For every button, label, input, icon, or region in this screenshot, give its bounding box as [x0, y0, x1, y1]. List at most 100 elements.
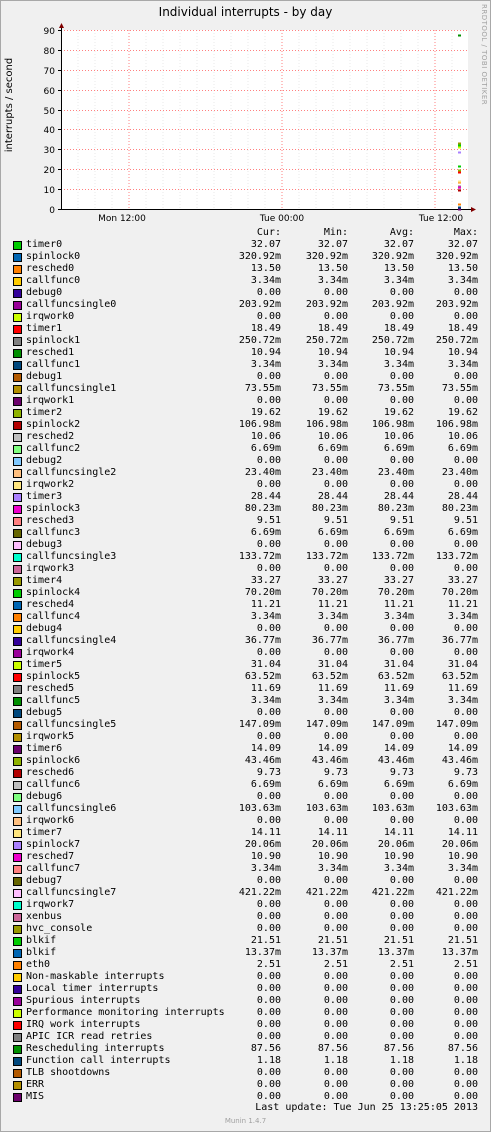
legend-max-value: 147.09m [435, 719, 478, 730]
legend-avg-value: 3.34m [383, 359, 414, 370]
legend-max-value: 0.00 [453, 539, 478, 550]
legend-swatch [13, 805, 22, 814]
legend-header-min: Min: [323, 227, 348, 238]
legend-cur-value: 14.09 [250, 743, 281, 754]
legend-min-value: 203.92m [305, 299, 348, 310]
legend-row: debug7 0.00 0.00 0.00 0.00 [0, 875, 491, 887]
legend-series-name: callfuncsingle5 [26, 719, 117, 730]
legend-min-value: 147.09m [305, 719, 348, 730]
legend-series-name: callfunc1 [26, 359, 81, 370]
legend-series-name: IRQ work interrupts [26, 1019, 141, 1030]
legend-cur-value: 203.92m [238, 299, 281, 310]
legend-swatch [13, 709, 22, 718]
legend-series-name: debug1 [26, 371, 63, 382]
legend-row: irqwork7 0.00 0.00 0.00 0.00 [0, 899, 491, 911]
legend-cur-value: 0.00 [256, 1067, 281, 1078]
legend-avg-value: 11.21 [383, 599, 414, 610]
legend-avg-value: 9.51 [389, 515, 414, 526]
legend-max-value: 6.69m [447, 443, 478, 454]
legend-series-name: APIC ICR read retries [26, 1031, 153, 1042]
legend-header-avg: Avg: [389, 227, 414, 238]
legend-max-value: 32.07 [447, 239, 478, 250]
legend-swatch [13, 685, 22, 694]
legend-min-value: 73.55m [311, 383, 348, 394]
legend-max-value: 0.00 [453, 875, 478, 886]
legend-cur-value: 9.73 [256, 767, 281, 778]
legend-row: debug6 0.00 0.00 0.00 0.00 [0, 791, 491, 803]
legend-row: resched1 10.94 10.94 10.94 10.94 [0, 347, 491, 359]
legend-swatch [13, 769, 22, 778]
legend-cur-value: 0.00 [256, 791, 281, 802]
legend-row: spinlock2 106.98m 106.98m 106.98m 106.98m [0, 419, 491, 431]
legend-row: spinlock6 43.46m 43.46m 43.46m 43.46m [0, 755, 491, 767]
legend-min-value: 2.51 [323, 959, 348, 970]
legend-cur-value: 0.00 [256, 875, 281, 886]
legend-avg-value: 0.00 [389, 539, 414, 550]
legend-swatch [13, 865, 22, 874]
legend-swatch [13, 877, 22, 886]
legend-min-value: 10.90 [317, 851, 348, 862]
legend-min-value: 0.00 [323, 791, 348, 802]
legend-cur-value: 10.90 [250, 851, 281, 862]
legend-row: TLB shootdowns 0.00 0.00 0.00 0.00 [0, 1067, 491, 1079]
legend-max-value: 28.44 [447, 491, 478, 502]
legend-row: timer5 31.04 31.04 31.04 31.04 [0, 659, 491, 671]
legend-cur-value: 0.00 [256, 707, 281, 718]
legend-swatch [13, 553, 22, 562]
legend-min-value: 3.34m [317, 695, 348, 706]
legend-max-value: 0.00 [453, 1067, 478, 1078]
legend-min-value: 18.49 [317, 323, 348, 334]
legend-cur-value: 36.77m [244, 635, 281, 646]
legend-cur-value: 0.00 [256, 899, 281, 910]
legend-swatch [13, 481, 22, 490]
legend-avg-value: 14.09 [383, 743, 414, 754]
y-tick-label: 20 [44, 166, 56, 176]
legend-swatch [13, 1081, 22, 1090]
legend-min-value: 9.51 [323, 515, 348, 526]
legend-min-value: 3.34m [317, 275, 348, 286]
legend-swatch [13, 829, 22, 838]
legend-max-value: 3.34m [447, 275, 478, 286]
legend-min-value: 63.52m [311, 671, 348, 682]
legend-avg-value: 63.52m [377, 671, 414, 682]
legend-avg-value: 0.00 [389, 791, 414, 802]
legend-avg-value: 70.20m [377, 587, 414, 598]
legend-min-value: 0.00 [323, 1007, 348, 1018]
legend-series-name: xenbus [26, 911, 63, 922]
legend-cur-value: 106.98m [238, 419, 281, 430]
legend-min-value: 9.73 [323, 767, 348, 778]
legend-series-name: spinlock6 [26, 755, 81, 766]
legend-swatch [13, 997, 22, 1006]
legend-max-value: 3.34m [447, 359, 478, 370]
legend-series-name: Local timer interrupts [26, 983, 159, 994]
legend-max-value: 87.56 [447, 1043, 478, 1054]
legend-cur-value: 0.00 [256, 1019, 281, 1030]
legend-row: Spurious interrupts 0.00 0.00 0.00 0.00 [0, 995, 491, 1007]
legend-swatch [13, 673, 22, 682]
legend-series-name: Rescheduling interrupts [26, 1043, 165, 1054]
legend-min-value: 0.00 [323, 971, 348, 982]
legend-cur-value: 0.00 [256, 623, 281, 634]
legend-series-name: resched0 [26, 263, 75, 274]
legend-cur-value: 6.69m [250, 779, 281, 790]
legend-row: ERR 0.00 0.00 0.00 0.00 [0, 1079, 491, 1091]
legend-swatch [13, 361, 22, 370]
legend-max-value: 9.51 [453, 515, 478, 526]
legend-series-name: irqwork7 [26, 899, 75, 910]
legend-min-value: 36.77m [311, 635, 348, 646]
legend-avg-value: 36.77m [377, 635, 414, 646]
legend-series-name: debug3 [26, 539, 63, 550]
legend-row: resched6 9.73 9.73 9.73 9.73 [0, 767, 491, 779]
legend-avg-value: 3.34m [383, 863, 414, 874]
last-update: Last update: Tue Jun 25 13:25:05 2013 [255, 1102, 478, 1113]
legend-row: debug5 0.00 0.00 0.00 0.00 [0, 707, 491, 719]
legend-series-name: resched1 [26, 347, 75, 358]
legend-row: spinlock5 63.52m 63.52m 63.52m 63.52m [0, 671, 491, 683]
legend-min-value: 320.92m [305, 251, 348, 262]
legend-row: callfuncsingle5 147.09m 147.09m 147.09m 147.… [0, 719, 491, 731]
legend-avg-value: 23.40m [377, 467, 414, 478]
legend-series-name: callfunc5 [26, 695, 81, 706]
legend-series-name: debug4 [26, 623, 63, 634]
legend-max-value: 0.00 [453, 899, 478, 910]
legend-avg-value: 0.00 [389, 1019, 414, 1030]
